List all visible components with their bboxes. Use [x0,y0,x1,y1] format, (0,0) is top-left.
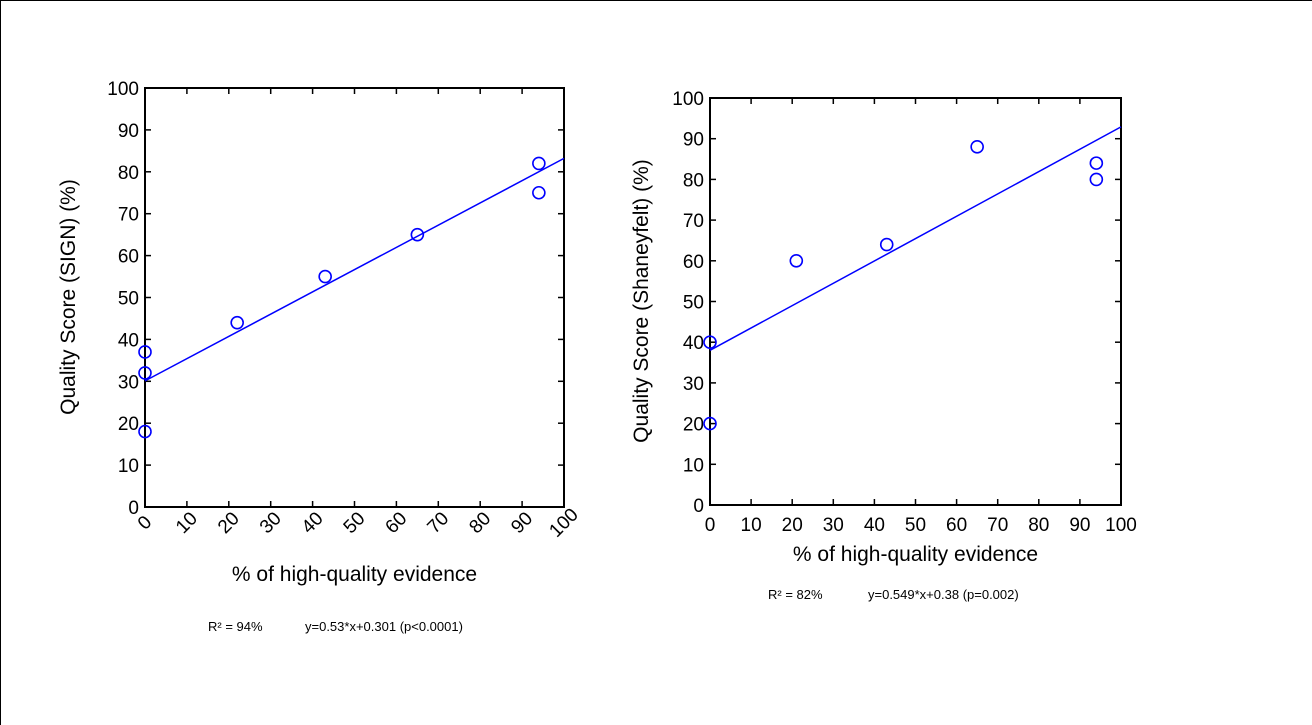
data-point [789,253,804,268]
y-tick-label: 70 [683,211,704,232]
x-tick-label: 70 [987,515,1008,536]
x-tick-label: 90 [507,508,537,538]
y-tick-label: 30 [118,372,139,393]
data-point [1089,172,1104,187]
x-tick-label: 60 [382,508,412,538]
x-tick-label: 40 [864,515,885,536]
x-tick-label: 10 [741,515,762,536]
regression-line [709,126,1122,351]
x-tick-label: 100 [1105,515,1137,536]
data-point [1089,156,1104,170]
data-point [138,366,152,380]
regression-equation: y=0.53*x+0.301 (p<0.0001) [305,619,463,634]
data-point [230,315,244,330]
y-tick-label: 20 [118,414,139,435]
data-point [410,227,425,242]
y-tick-label: 20 [683,415,704,436]
x-tick-label: 50 [340,508,370,538]
data-point [703,335,717,350]
x-tick-label: 10 [172,508,202,538]
y-axis-title: Quality Score (Shaneyfelt) (%) [630,159,653,443]
y-tick-label: 100 [672,89,704,110]
plot-area [144,87,565,508]
y-tick-label: 0 [693,496,704,517]
r-squared-annotation: R² = 94% [208,619,263,634]
regression-equation: y=0.549*x+0.38 (p=0.002) [868,587,1019,602]
data-point [532,156,546,171]
y-tick-label: 30 [683,374,704,395]
x-tick-label: 0 [134,512,156,534]
x-tick-label: 30 [256,508,286,538]
x-tick-label: 80 [1028,515,1049,536]
plot-area [709,97,1122,506]
y-tick-label: 80 [118,163,139,184]
x-tick-label: 80 [465,508,495,538]
y-tick-label: 90 [683,130,704,151]
data-point [879,237,894,252]
x-tick-label: 100 [545,504,582,541]
y-tick-label: 80 [683,170,704,191]
y-tick-label: 60 [118,247,139,268]
data-point [970,140,984,154]
x-tick-label: 20 [782,515,803,536]
x-tick-label: 60 [946,515,967,536]
regression-line [144,157,565,382]
data-point [138,424,152,439]
x-tick-label: 70 [424,508,454,538]
x-tick-label: 40 [298,508,328,538]
y-tick-label: 60 [683,252,704,273]
x-axis-title: % of high-quality evidence [232,563,477,586]
y-tick-label: 10 [118,456,139,477]
x-tick-label: 20 [214,508,244,538]
chart-panel-sign: 0 10 20 30 40 50 60 70 80 90 100 0 10 20 30 40 50 60 70 80 9… [57,79,583,634]
y-tick-label: 90 [118,121,139,142]
data-point [703,416,717,431]
y-tick-label: 0 [128,498,139,519]
data-point [318,269,332,284]
x-tick-label: 90 [1069,515,1090,536]
data-point [532,185,546,200]
y-axis-title: Quality Score (SIGN) (%) [57,179,80,415]
y-tick-label: 50 [683,293,704,314]
y-tick-label: 70 [118,205,139,226]
x-axis-title: % of high-quality evidence [793,543,1038,566]
y-tick-label: 10 [683,455,704,476]
x-tick-label: 50 [905,515,926,536]
y-tick-label: 100 [107,79,139,100]
y-tick-label: 40 [118,330,139,351]
chart-panel-shaneyfelt: 0 10 20 30 40 50 60 70 80 90 100 0 10 20 30 40 50 60 70 80 9… [630,89,1137,602]
y-tick-label: 50 [118,289,139,310]
r-squared-annotation: R² = 82% [768,587,823,602]
data-point [138,345,152,359]
x-tick-label: 0 [705,515,716,536]
x-tick-label: 30 [823,515,844,536]
y-tick-label: 40 [683,333,704,354]
